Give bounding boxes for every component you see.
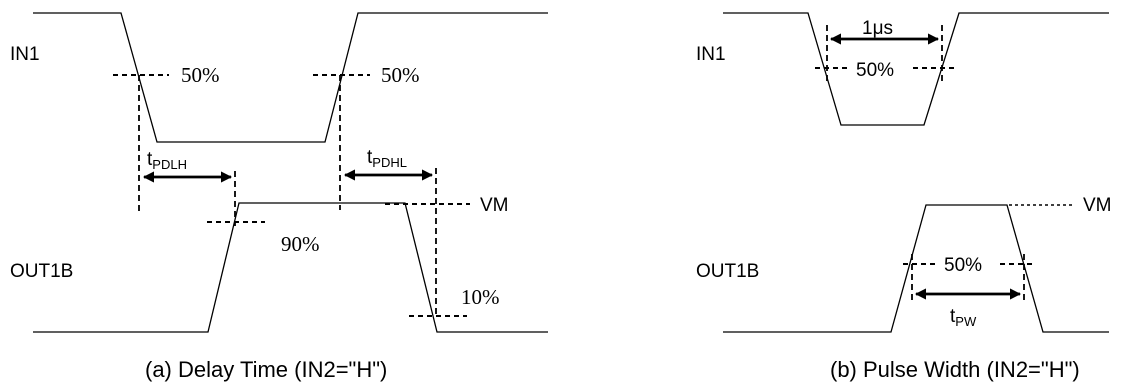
in1-label-a: IN1 [10, 44, 40, 65]
panel-b-pulse-width: IN1 OUT1B 1μs 50% VM 50% tPW (b) Pulse W… [696, 12, 1112, 382]
tpdhl-label: tPDHL [367, 147, 407, 170]
in1-label-b: IN1 [696, 44, 726, 65]
panel-a-delay-time: IN1 OUT1B 50% 50% tPDLH tPDHL 90% VM 10%… [10, 12, 548, 382]
out1b-waveform-a [33, 202, 548, 333]
threshold-10-label: 10% [461, 285, 500, 309]
in1-50-label: 50% [856, 60, 894, 81]
duration-label: 1μs [862, 18, 893, 39]
in1-waveform-a [33, 12, 548, 143]
caption-a: (a) Delay Time (IN2="H") [145, 357, 387, 382]
vm-label-a: VM [480, 195, 509, 216]
out1b-label-b: OUT1B [696, 261, 759, 282]
in1-waveform-b [723, 12, 1109, 126]
out1b-label-a: OUT1B [10, 261, 73, 282]
threshold-50-right-label: 50% [381, 63, 420, 87]
threshold-50-left-label: 50% [181, 63, 220, 87]
threshold-90-label: 90% [281, 232, 320, 256]
tpdlh-label: tPDLH [147, 149, 187, 172]
caption-b: (b) Pulse Width (IN2="H") [830, 357, 1080, 382]
out1b-50-label: 50% [944, 255, 982, 276]
out1b-waveform-b [723, 204, 1109, 333]
vm-label-b: VM [1083, 195, 1112, 216]
tpw-label: tPW [950, 306, 977, 329]
